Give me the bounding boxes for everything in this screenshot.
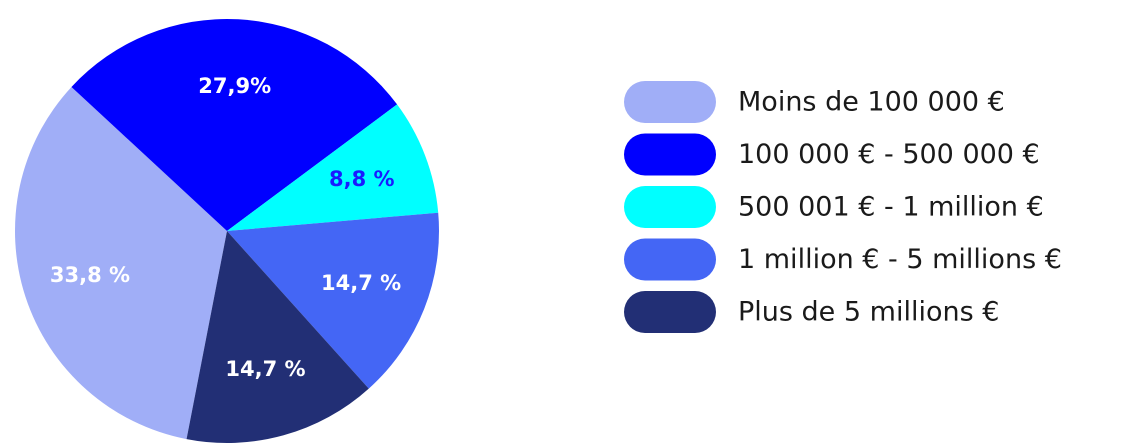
pie-slice-1 <box>14 86 227 440</box>
legend-label-4: 1 million € - 5 millions € <box>738 244 1062 275</box>
legend-swatch-1 <box>624 81 716 123</box>
legend-label-3: 500 001 € - 1 million € <box>738 192 1044 223</box>
legend-label-5: Plus de 5 millions € <box>738 297 999 328</box>
pie-slice-5 <box>186 231 369 443</box>
legend-swatch-5 <box>624 291 716 333</box>
slice-label-3: 8,8 % <box>329 167 395 191</box>
slice-label-2: 27,9% <box>198 74 271 98</box>
pie-slice-3 <box>227 104 439 231</box>
slice-label-4: 14,7 % <box>321 271 401 295</box>
pie-slice-2 <box>71 18 398 232</box>
slice-label-1: 33,8 % <box>50 263 130 287</box>
legend-swatch-3 <box>624 186 716 228</box>
pie-slices <box>14 18 439 443</box>
slice-label-5: 14,7 % <box>225 357 305 381</box>
pie-slice-4 <box>227 212 439 389</box>
legend-swatch-2 <box>624 133 716 176</box>
legend-label-2: 100 000 € - 500 000 € <box>738 139 1040 170</box>
legend-label-1: Moins de 100 000 € <box>738 87 1005 118</box>
legend: Moins de 100 000 € 100 000 € - 500 000 € 5… <box>624 81 1062 333</box>
legend-swatch-4 <box>624 238 716 281</box>
pie-slice-labels: 33,8 % 27,9% 8,8 % 14,7 % 14,7 % <box>50 74 401 381</box>
